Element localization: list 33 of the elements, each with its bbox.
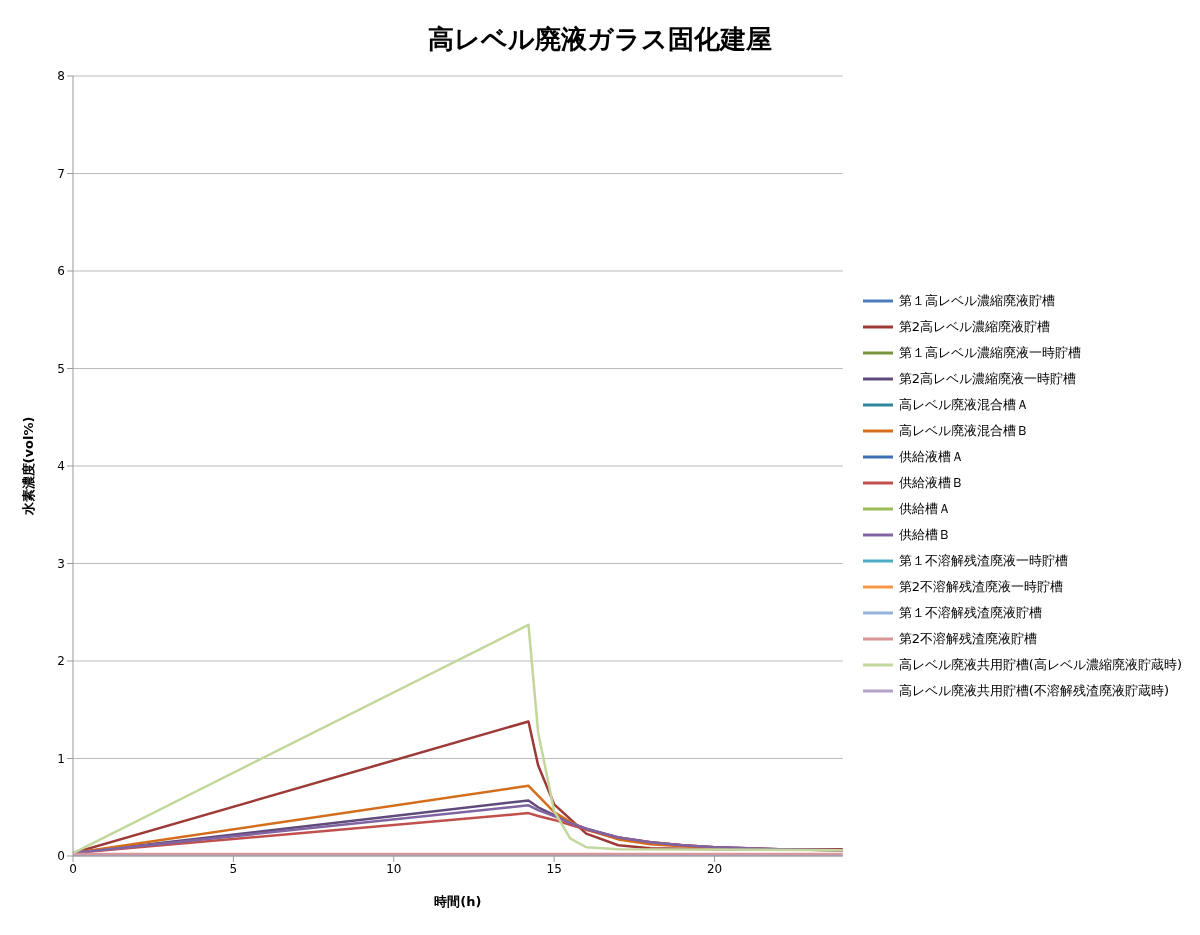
- x-tick-label: 10: [386, 861, 402, 876]
- y-tick-label: 5: [57, 361, 65, 376]
- legend-label: 第2不溶解残渣廃液貯槽: [898, 630, 1038, 648]
- x-tick-label: 5: [229, 861, 238, 876]
- legend-label: 第2高レベル濃縮廃液貯槽: [898, 318, 1051, 336]
- legend-label: 第2高レベル濃縮廃液一時貯槽: [898, 370, 1077, 388]
- y-tick-label: 8: [57, 69, 65, 84]
- legend-label: 高レベル廃液混合槽Ｂ: [898, 422, 1029, 440]
- legend-label: 高レベル廃液共用貯槽(高レベル濃縮廃液貯蔵時): [898, 656, 1182, 674]
- x-tick-label: 20: [706, 861, 723, 876]
- y-tick-label: 4: [57, 459, 65, 474]
- legend-label: 第１高レベル濃縮廃液一時貯槽: [898, 344, 1081, 362]
- chart-title: 高レベル廃液ガラス固化建屋: [427, 23, 773, 56]
- legend-label: 供給槽Ａ: [898, 500, 951, 518]
- y-tick-label: 2: [57, 654, 65, 669]
- x-axis-title: 時間(h): [434, 894, 482, 909]
- x-tick-label: 15: [546, 861, 562, 876]
- legend-label: 高レベル廃液共用貯槽(不溶解残渣廃液貯蔵時): [898, 682, 1169, 700]
- y-tick-label: 7: [57, 166, 65, 181]
- legend-label: 供給液槽Ａ: [898, 448, 964, 466]
- y-tick-label: 3: [57, 556, 65, 571]
- y-axis-title: 水素濃度(vol%): [20, 416, 36, 517]
- x-tick-label: 0: [69, 861, 77, 876]
- legend-label: 高レベル廃液混合槽Ａ: [898, 396, 1029, 414]
- legend-label: 第１高レベル濃縮廃液貯槽: [898, 292, 1055, 310]
- y-tick-label: 6: [57, 264, 65, 279]
- legend-label: 第１不溶解残渣廃液一時貯槽: [898, 552, 1068, 570]
- legend-label: 供給槽Ｂ: [898, 526, 951, 544]
- legend-label: 供給液槽Ｂ: [898, 474, 964, 492]
- y-tick-label: 1: [57, 751, 65, 766]
- legend-label: 第2不溶解残渣廃液一時貯槽: [898, 578, 1064, 596]
- y-tick-label: 0: [57, 849, 65, 864]
- legend-label: 第１不溶解残渣廃液貯槽: [898, 604, 1042, 622]
